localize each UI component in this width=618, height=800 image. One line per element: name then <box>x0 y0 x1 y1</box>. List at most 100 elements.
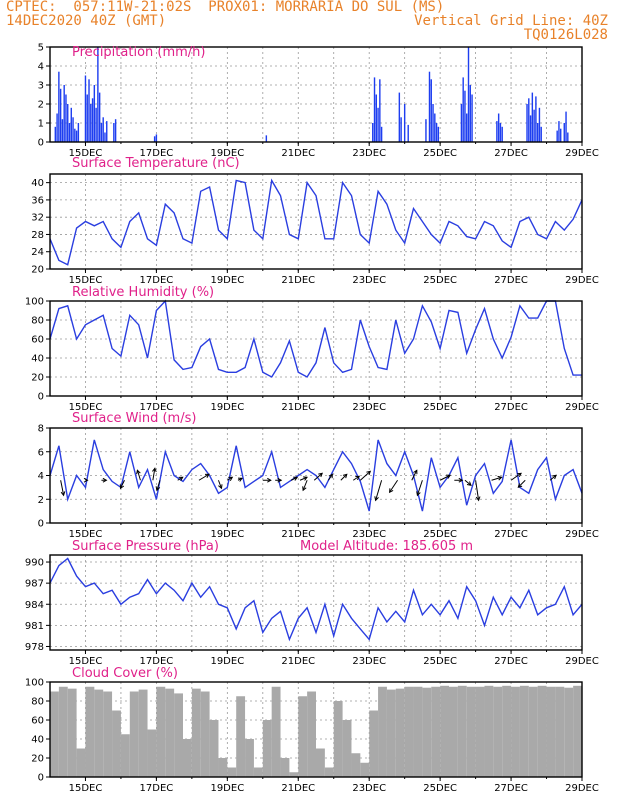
x-tick-label: 23DEC <box>352 656 386 667</box>
precip-bar <box>65 94 67 142</box>
precip-bar <box>93 85 96 142</box>
precip-bar <box>68 123 71 142</box>
x-tick-label: 23DEC <box>352 275 386 286</box>
cloud-bar <box>218 758 228 777</box>
precip-bar <box>471 94 473 142</box>
x-tick-label: 25DEC <box>423 148 457 159</box>
precip-bar <box>432 104 434 142</box>
precip-bar <box>113 123 115 142</box>
precip-bar <box>496 121 498 142</box>
x-tick-label: 27DEC <box>494 402 528 413</box>
precip-bar <box>563 123 565 142</box>
cloud-bar <box>502 685 512 777</box>
wind-arrow-head <box>389 488 394 494</box>
precip-bar <box>403 104 406 142</box>
series-line <box>49 299 582 378</box>
x-tick-label: 19DEC <box>210 656 244 667</box>
x-tick-label: 15DEC <box>69 783 103 794</box>
precip-bar <box>531 92 534 142</box>
y-tick-label: 987 <box>25 579 44 590</box>
cloud-bar <box>422 687 432 777</box>
wind-arrow-head <box>228 476 234 481</box>
header-date: 14DEC2020 40Z (GMT) <box>6 13 167 29</box>
y-tick-label: 36 <box>31 195 44 206</box>
wind-arrow-head <box>119 484 125 490</box>
y-tick-label: 80 <box>31 316 44 327</box>
x-tick-label: 21DEC <box>281 148 315 159</box>
y-tick-label: 40 <box>31 354 44 365</box>
x-tick-label: 23DEC <box>352 783 386 794</box>
x-tick-label: 21DEC <box>281 783 315 794</box>
header-station-line: CPTEC: 057:11W-21:02S PROX01: MORRARIA D… <box>6 0 445 15</box>
wind-arrow-head <box>552 474 557 480</box>
x-tick-label: 21DEC <box>281 275 315 286</box>
wind-arrow <box>464 479 472 486</box>
cloud-bar <box>191 688 201 777</box>
wind-arrow-head <box>83 477 89 483</box>
precip-bar <box>380 126 383 142</box>
y-tick-label: 8 <box>38 424 44 435</box>
cloud-bar <box>528 686 538 777</box>
wind-arrow-head <box>517 472 522 478</box>
cloud-bar <box>253 767 263 777</box>
precip-bar <box>98 92 101 142</box>
cloud-bar <box>369 710 379 777</box>
wind-arrow <box>156 480 161 491</box>
wind-arrow <box>416 480 423 496</box>
wind-arrow-head <box>342 473 348 479</box>
y-tick-label: 4 <box>38 471 44 482</box>
precip-bar <box>425 119 427 142</box>
precip-bar <box>467 47 470 142</box>
x-tick-label: 25DEC <box>423 656 457 667</box>
cloud-bar <box>298 696 308 777</box>
x-tick-label: 21DEC <box>281 656 315 667</box>
x-tick-label: 27DEC <box>494 783 528 794</box>
y-tick-label: 0 <box>38 773 44 784</box>
wind-arrow <box>60 480 65 496</box>
x-tick-label: 27DEC <box>494 529 528 540</box>
x-tick-label: 17DEC <box>140 656 174 667</box>
precip-bar <box>84 75 87 142</box>
x-tick-label: 27DEC <box>494 148 528 159</box>
wind-arrow <box>136 470 141 481</box>
wind-arrow <box>491 476 502 481</box>
precip-bar <box>63 85 65 142</box>
cloud-bar <box>449 686 458 777</box>
wind-arrow-head <box>204 473 210 478</box>
precip-bar <box>104 132 106 142</box>
x-tick-label: 19DEC <box>210 148 244 159</box>
wind-arrow-head <box>302 486 307 492</box>
y-tick-label: 5 <box>38 43 44 54</box>
wind-arrow <box>389 479 398 493</box>
x-tick-label: 17DEC <box>140 529 174 540</box>
x-tick-label: 19DEC <box>210 529 244 540</box>
y-tick-label: 0 <box>38 392 44 403</box>
precip-bar <box>373 77 376 142</box>
precip-bar <box>86 94 88 142</box>
x-tick-label: 29DEC <box>565 783 599 794</box>
wind-arrow <box>313 472 323 481</box>
y-tick-label: 24 <box>31 247 44 258</box>
y-tick-label: 60 <box>31 335 44 346</box>
x-tick-label: 17DEC <box>140 148 174 159</box>
cloud-bar <box>67 688 77 777</box>
precip-bar <box>540 126 542 142</box>
wind-arrow-head <box>218 484 223 490</box>
cloud-bar <box>183 739 192 777</box>
cloud-bar <box>85 686 95 777</box>
header-model-code: TQ0126L028 <box>523 27 608 43</box>
y-tick-label: 40 <box>31 735 44 746</box>
x-tick-label: 19DEC <box>210 402 244 413</box>
y-tick-label: 4 <box>38 62 44 73</box>
cloud-bar <box>129 691 139 777</box>
cloud-bar <box>103 691 113 777</box>
x-tick-label: 29DEC <box>565 529 599 540</box>
cloud-bar <box>378 686 387 777</box>
y-tick-label: 2 <box>38 100 44 111</box>
wind-arrow-head <box>446 474 452 479</box>
wind-arrow-head <box>328 473 333 479</box>
x-tick-label: 29DEC <box>565 656 599 667</box>
wind-arrow <box>517 479 526 488</box>
panel-title: Surface Wind (m/s) <box>72 411 196 426</box>
y-tick-label: 80 <box>31 697 44 708</box>
